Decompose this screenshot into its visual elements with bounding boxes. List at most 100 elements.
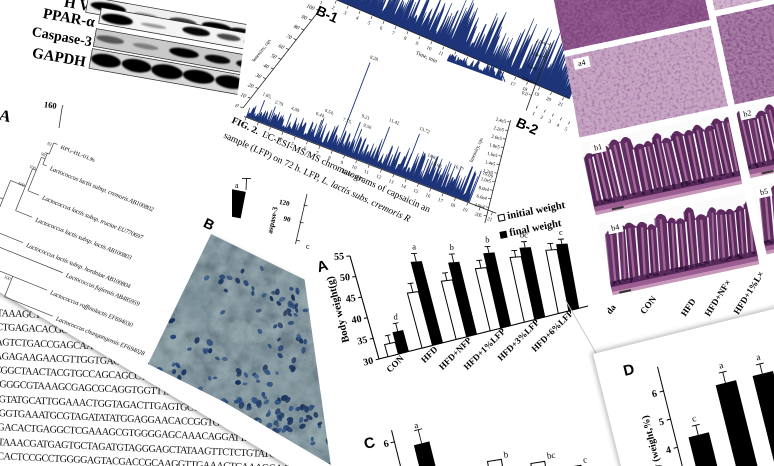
svg-text:b: b bbox=[450, 242, 454, 252]
svg-text:100: 100 bbox=[305, 4, 316, 12]
svg-text:14.63: 14.63 bbox=[426, 153, 438, 162]
svg-text:17: 17 bbox=[436, 198, 443, 205]
svg-text:1.6e5: 1.6e5 bbox=[486, 152, 498, 160]
svg-text:90: 90 bbox=[299, 14, 308, 21]
svg-text:15: 15 bbox=[412, 189, 419, 196]
svg-text:10: 10 bbox=[239, 92, 248, 99]
svg-text:11.42: 11.42 bbox=[387, 118, 399, 127]
svg-text:a: a bbox=[755, 353, 762, 364]
svg-text:2: 2 bbox=[539, 115, 544, 121]
svg-text:2.2e5: 2.2e5 bbox=[493, 126, 505, 134]
svg-text:9: 9 bbox=[339, 161, 344, 167]
svg-text:2: 2 bbox=[253, 128, 258, 134]
svg-text:a: a bbox=[718, 361, 725, 372]
svg-text:1: 1 bbox=[319, 1, 324, 7]
svg-text:5: 5 bbox=[563, 127, 568, 133]
svg-text:bc: bc bbox=[520, 230, 528, 240]
svg-text:18: 18 bbox=[521, 87, 528, 94]
svg-text:2: 2 bbox=[331, 6, 336, 12]
svg-text:4.0e4: 4.0e4 bbox=[474, 203, 486, 211]
svg-text:19: 19 bbox=[533, 92, 540, 99]
svg-text:55: 55 bbox=[334, 251, 345, 263]
svg-text:6: 6 bbox=[379, 26, 384, 32]
svg-text:12: 12 bbox=[375, 174, 382, 181]
svg-text:4.09: 4.09 bbox=[290, 106, 300, 114]
svg-text:7.75,: 7.75, bbox=[341, 118, 352, 126]
svg-text:17: 17 bbox=[509, 82, 516, 89]
svg-text:40: 40 bbox=[351, 314, 363, 327]
svg-text:1.5e6: 1.5e6 bbox=[530, 51, 542, 60]
svg-text:2.0e6: 2.0e6 bbox=[535, 39, 547, 48]
svg-text:5: 5 bbox=[367, 21, 372, 27]
svg-text:21: 21 bbox=[557, 102, 564, 109]
svg-text:40: 40 bbox=[261, 63, 270, 70]
svg-text:6.54,: 6.54, bbox=[323, 109, 334, 117]
svg-text:7: 7 bbox=[314, 151, 319, 157]
svg-text:80: 80 bbox=[292, 24, 301, 31]
svg-text:30: 30 bbox=[254, 73, 263, 80]
svg-text:a: a bbox=[413, 420, 419, 431]
svg-text:2.4e5: 2.4e5 bbox=[495, 118, 507, 126]
svg-text:16: 16 bbox=[424, 193, 431, 200]
svg-text:98: 98 bbox=[40, 151, 47, 158]
svg-text:8: 8 bbox=[403, 36, 408, 42]
svg-text:3: 3 bbox=[343, 11, 348, 17]
svg-text:100: 100 bbox=[28, 164, 37, 171]
svg-text:Liver/body (weight,%): Liver/body (weight,%) bbox=[640, 414, 674, 466]
svg-text:1.8e5: 1.8e5 bbox=[489, 143, 501, 151]
svg-text:10: 10 bbox=[425, 46, 432, 53]
svg-text:6: 6 bbox=[651, 388, 659, 400]
svg-text:16.77: 16.77 bbox=[452, 164, 464, 173]
svg-text:c: c bbox=[559, 227, 563, 237]
svg-text:1.2e5: 1.2e5 bbox=[482, 169, 494, 177]
svg-text:70: 70 bbox=[284, 34, 293, 41]
svg-text:c: c bbox=[691, 414, 698, 425]
svg-text:30: 30 bbox=[362, 356, 374, 369]
svg-text:2.0e5: 2.0e5 bbox=[491, 135, 503, 143]
svg-text:5.0e5: 5.0e5 bbox=[521, 77, 533, 86]
svg-text:5: 5 bbox=[290, 142, 295, 148]
svg-text:a: a bbox=[412, 241, 416, 251]
svg-text:100: 100 bbox=[3, 274, 12, 281]
svg-text:1.4e5: 1.4e5 bbox=[484, 160, 496, 168]
svg-text:2.: 2. bbox=[478, 213, 483, 219]
svg-text:1: 1 bbox=[240, 123, 245, 129]
svg-text:3: 3 bbox=[547, 119, 552, 125]
svg-text:14: 14 bbox=[399, 184, 406, 191]
svg-text:13: 13 bbox=[387, 179, 394, 186]
svg-text:6: 6 bbox=[383, 438, 391, 450]
svg-text:50: 50 bbox=[340, 272, 351, 284]
svg-text:b: b bbox=[503, 449, 510, 460]
svg-text:60: 60 bbox=[277, 44, 286, 51]
svg-text:1.85,: 1.85, bbox=[261, 92, 272, 100]
svg-text:11: 11 bbox=[362, 170, 369, 177]
svg-text:50: 50 bbox=[269, 53, 278, 60]
svg-text:9: 9 bbox=[415, 41, 420, 47]
svg-text:4: 4 bbox=[665, 445, 673, 457]
svg-text:3: 3 bbox=[265, 132, 270, 138]
svg-text:D: D bbox=[622, 361, 637, 380]
svg-text:4: 4 bbox=[277, 137, 282, 143]
svg-text:9.50: 9.50 bbox=[362, 123, 372, 131]
svg-text:35: 35 bbox=[356, 335, 368, 348]
svg-text:45: 45 bbox=[345, 293, 356, 305]
svg-text:b: b bbox=[485, 235, 489, 245]
svg-text:c: c bbox=[582, 454, 588, 465]
svg-text:90: 90 bbox=[283, 215, 292, 224]
svg-text:Body weight(g): Body weight(g) bbox=[325, 275, 352, 344]
svg-text:1: 1 bbox=[531, 112, 536, 118]
svg-text:8: 8 bbox=[327, 156, 332, 162]
svg-text:7: 7 bbox=[391, 31, 396, 37]
svg-text:6.0e4: 6.0e4 bbox=[476, 194, 488, 202]
svg-text:0: 0 bbox=[233, 103, 239, 109]
svg-text:9.21: 9.21 bbox=[360, 114, 370, 122]
svg-text:120: 120 bbox=[278, 198, 290, 208]
svg-text:2.79: 2.79 bbox=[273, 100, 283, 108]
svg-text:20: 20 bbox=[473, 212, 480, 219]
svg-text:d: d bbox=[393, 311, 398, 321]
svg-text:8.28: 8.28 bbox=[368, 55, 378, 63]
svg-text:100: 100 bbox=[17, 181, 26, 188]
svg-text:10: 10 bbox=[350, 165, 357, 172]
svg-text:82: 82 bbox=[47, 141, 54, 148]
svg-text:21: 21 bbox=[486, 217, 493, 224]
